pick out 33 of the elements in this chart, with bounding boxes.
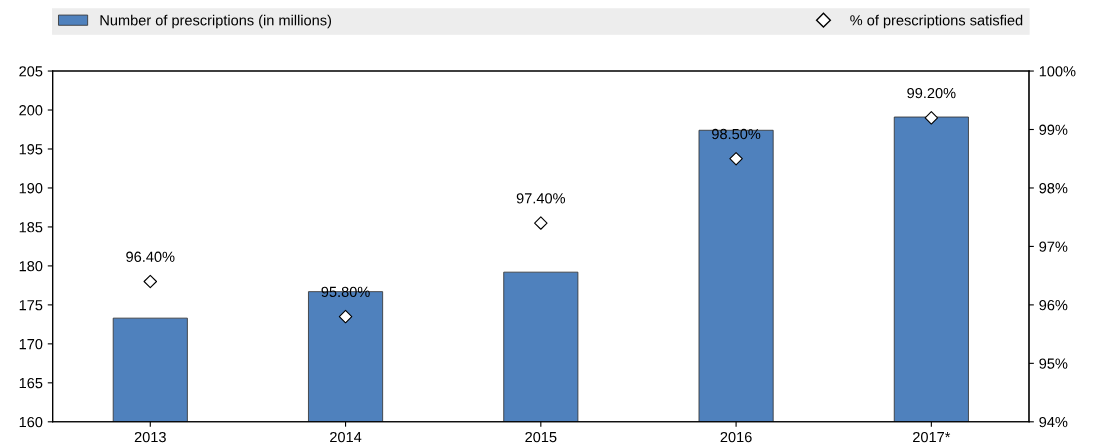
point — [143, 274, 158, 289]
point — [534, 216, 548, 230]
y-tick-label: 175 — [19, 300, 43, 311]
y-tick-label: 185 — [19, 222, 43, 233]
data-label: 96.40% — [126, 251, 175, 262]
y-tick-label: 170 — [19, 338, 43, 350]
legend-label: % of prescriptions satisfied — [850, 14, 1023, 29]
y2-tick-label: 98% — [1039, 183, 1068, 194]
y-tick-label: 195 — [19, 144, 43, 155]
point — [924, 111, 939, 125]
point — [338, 309, 353, 324]
point — [729, 151, 743, 166]
x-tick-label: 2017* — [913, 431, 951, 443]
y-tick-label: 200 — [19, 105, 43, 116]
y-tick-label: 205 — [19, 66, 43, 77]
y-tick-label: 190 — [19, 183, 43, 194]
y-tick-label: 160 — [19, 416, 43, 428]
data-label: 98.50% — [712, 128, 761, 140]
x-tick-label: 2016 — [720, 431, 752, 443]
y-tick-label: 180 — [19, 261, 43, 272]
y2-tick-label: 99% — [1039, 124, 1068, 135]
y2-tick-label: 97% — [1039, 241, 1068, 252]
data-label: 99.20% — [907, 87, 956, 99]
legend-label: Number of prescriptions (in millions) — [100, 14, 332, 29]
data-label: 97.40% — [516, 193, 566, 204]
x-tick-label: 2013 — [134, 431, 166, 443]
x-tick-label: 2015 — [525, 431, 557, 443]
y2-tick-label: 95% — [1039, 358, 1068, 369]
y2-tick-label: 100% — [1039, 66, 1076, 77]
x-tick-label: 2014 — [330, 431, 362, 443]
y2-tick-label: 96% — [1039, 299, 1068, 311]
y-tick-label: 165 — [19, 377, 43, 389]
y2-tick-label: 94% — [1039, 416, 1068, 428]
